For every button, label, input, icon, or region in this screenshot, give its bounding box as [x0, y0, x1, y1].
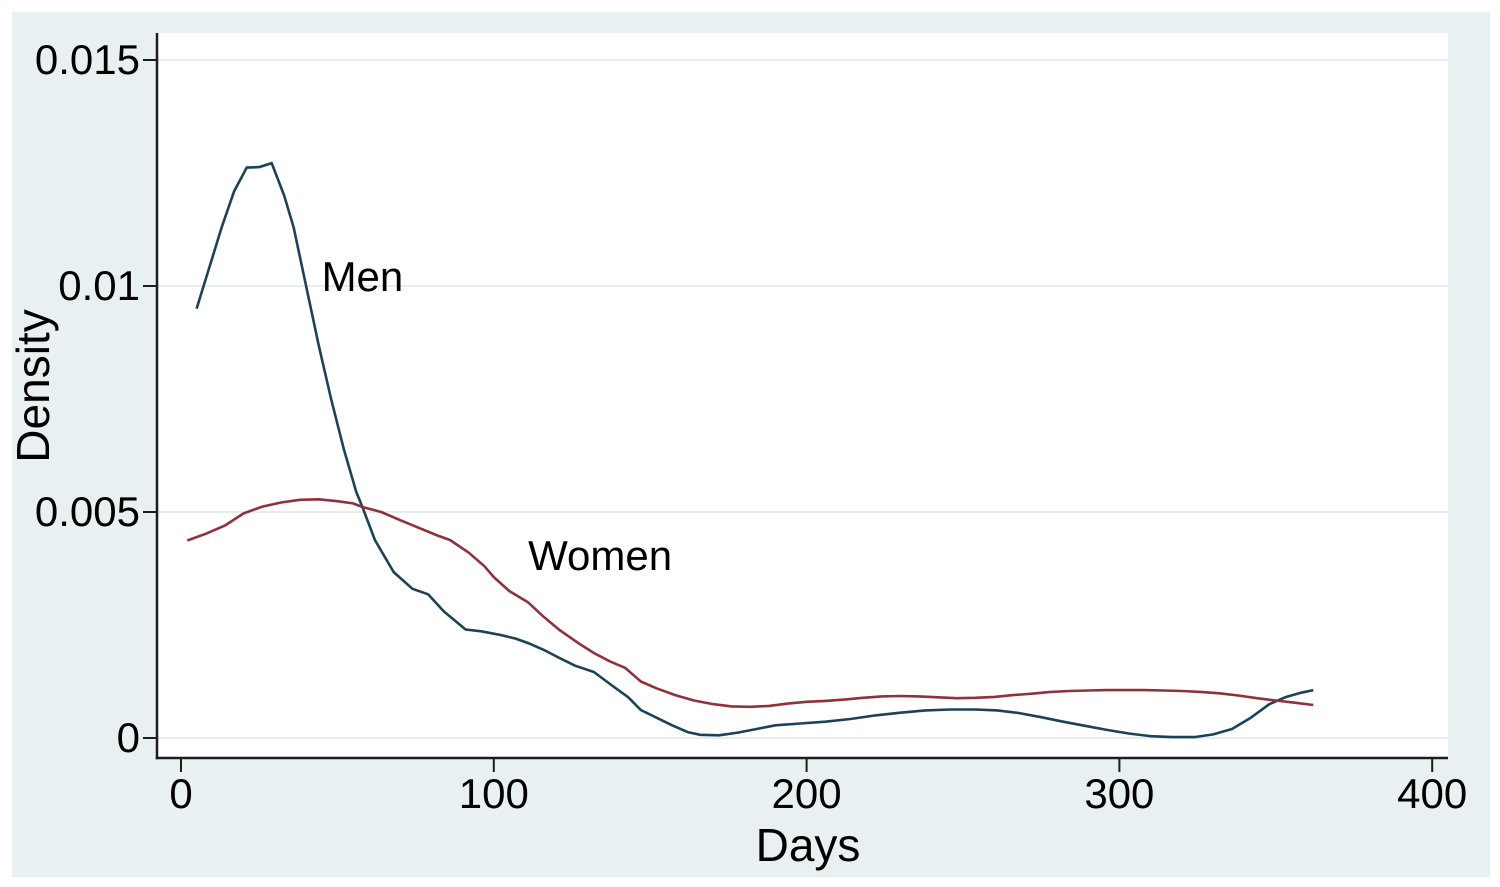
x-tick-label: 100	[458, 770, 529, 817]
plot-area-rect	[157, 33, 1448, 758]
y-tick-label: 0.005	[34, 488, 140, 535]
x-tick-label: 300	[1084, 770, 1155, 817]
series-label-men: Men	[321, 252, 404, 300]
y-tick-label: 0.01	[58, 262, 140, 309]
axis-layer	[143, 33, 1448, 772]
series-line-women	[186, 497, 1314, 709]
series-layer	[186, 161, 1314, 739]
plot-area	[157, 33, 1448, 758]
grid-layer	[157, 59, 1448, 739]
x-tick-label: 400	[1397, 770, 1468, 817]
y-tick-label: 0.015	[34, 36, 140, 83]
y-tick-label: 0	[116, 714, 140, 761]
series-line-men	[195, 161, 1314, 739]
y-axis-title: Density	[7, 309, 59, 463]
x-axis-title: Days	[755, 819, 861, 871]
x-tick-label: 0	[169, 770, 193, 817]
series-label-women: Women	[528, 531, 673, 579]
x-tick-label: 200	[771, 770, 842, 817]
